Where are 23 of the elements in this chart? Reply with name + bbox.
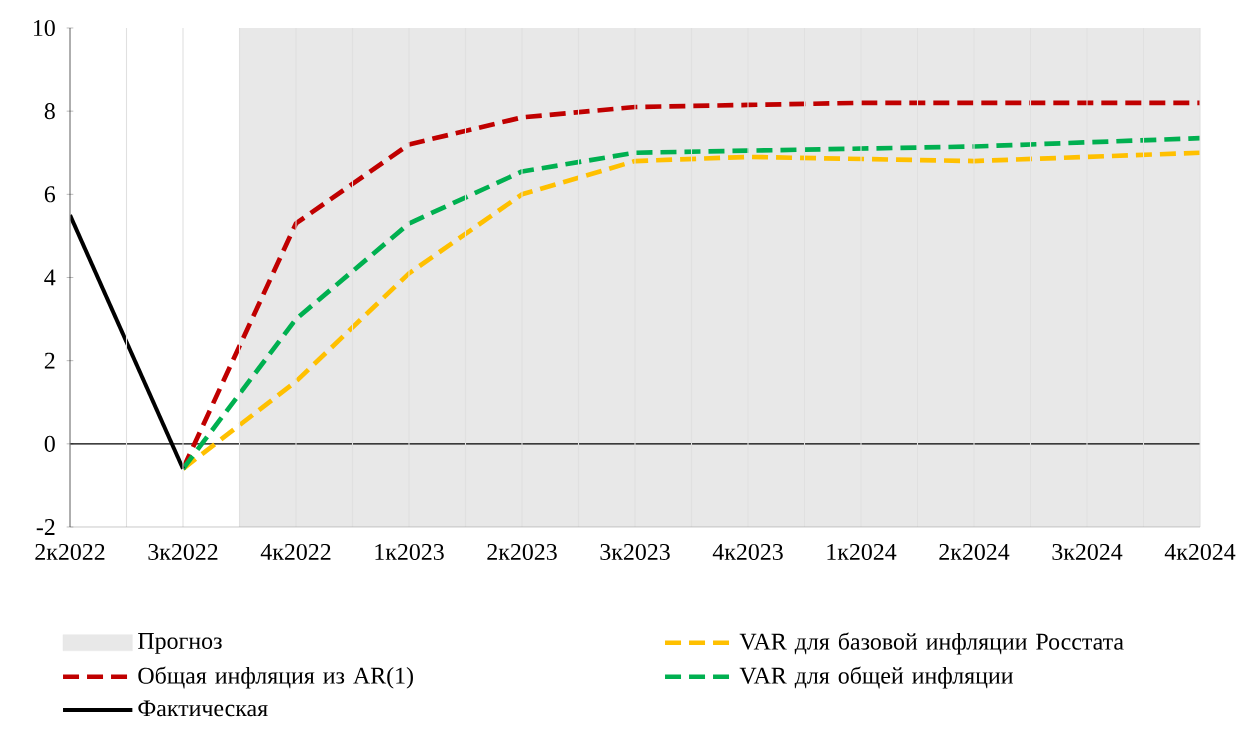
x-tick-label: 2к2022 <box>35 543 105 561</box>
legend-label: Фактическая <box>138 700 268 717</box>
x-tick-label: 1к2023 <box>375 543 444 561</box>
y-tick-label: 8 <box>44 103 55 120</box>
x-tick-label: 3к2024 <box>1052 543 1123 561</box>
x-tick-label: 3к2022 <box>148 543 218 561</box>
y-tick-label: 0 <box>44 435 55 452</box>
legend-label: Общая инфляция из AR(1) <box>138 666 413 689</box>
x-tick-label: 2к2024 <box>939 543 1010 561</box>
x-tick-label: 4к2023 <box>712 543 783 561</box>
y-tick-label: 2 <box>44 352 55 369</box>
legend-label: Прогноз <box>138 633 222 654</box>
x-tick-label: 3к2023 <box>600 543 670 561</box>
x-tick-label: 4к2024 <box>1164 543 1236 561</box>
y-tick-label: 6 <box>44 186 56 203</box>
y-tick-label: -2 <box>36 519 55 535</box>
legend-label: VAR для базовой инфляции Росстата <box>739 632 1124 655</box>
x-tick-label: 2к2023 <box>487 543 557 561</box>
y-tick-label: 4 <box>44 269 56 286</box>
y-tick-label: 10 <box>33 19 55 37</box>
legend-label: VAR для общей инфляции <box>739 666 1013 689</box>
x-tick-label: 1к2024 <box>827 543 897 561</box>
x-tick-label: 4к2022 <box>260 543 331 561</box>
